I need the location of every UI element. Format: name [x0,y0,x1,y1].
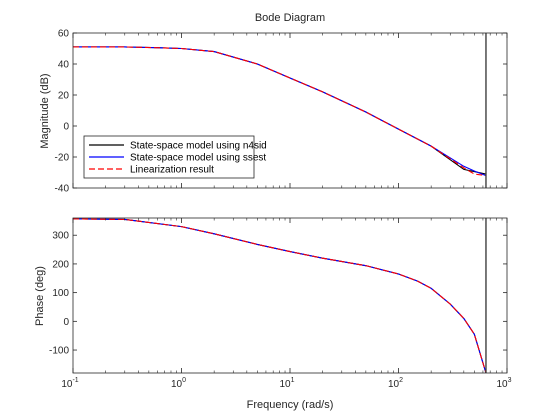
phase-y-tick-label: -100 [49,346,69,357]
magnitude-y-tick-label: 60 [58,29,70,40]
legend-label-linearization: Linearization result [130,165,214,176]
legend: State-space model using n4sid State-spac… [83,135,267,179]
x-tick-label: 103 [496,377,511,390]
magnitude-y-tick-label: 40 [58,60,70,71]
x-tick-label: 10-1 [61,377,78,390]
legend-label-ssest: State-space model using ssest [130,153,266,164]
phase-y-tick-label: 100 [52,288,69,299]
phase-y-tick-label: 200 [52,259,69,270]
phase-y-tick-label: 300 [52,231,69,242]
magnitude-y-tick-label: 0 [63,122,69,133]
x-tick-label: 101 [279,377,294,390]
magnitude-y-tick-label: -40 [55,184,70,195]
legend-label-n4sid: State-space model using n4sid [130,141,267,152]
magnitude-y-tick-label: -20 [55,153,70,164]
phase-series-group [73,218,487,373]
x-axis-label: Frequency (rad/s) [247,399,334,411]
chart-title: Bode Diagram [255,12,325,24]
phase-plot-area [73,218,507,373]
magnitude-y-tick-label: 20 [58,91,70,102]
phase-y-tick-label: 0 [63,317,69,328]
phase-panel: -100 0 100 200 300 10-1 100 101 102 103 [49,217,512,390]
phase-y-label: Phase (deg) [34,266,46,326]
phase-series-linearization [73,218,487,373]
magnitude-series-linearization [73,46,487,177]
x-tick-label: 100 [171,377,186,390]
x-tick-label: 102 [388,377,403,390]
magnitude-y-label: Magnitude (dB) [39,73,51,148]
magnitude-series-group [73,46,487,177]
